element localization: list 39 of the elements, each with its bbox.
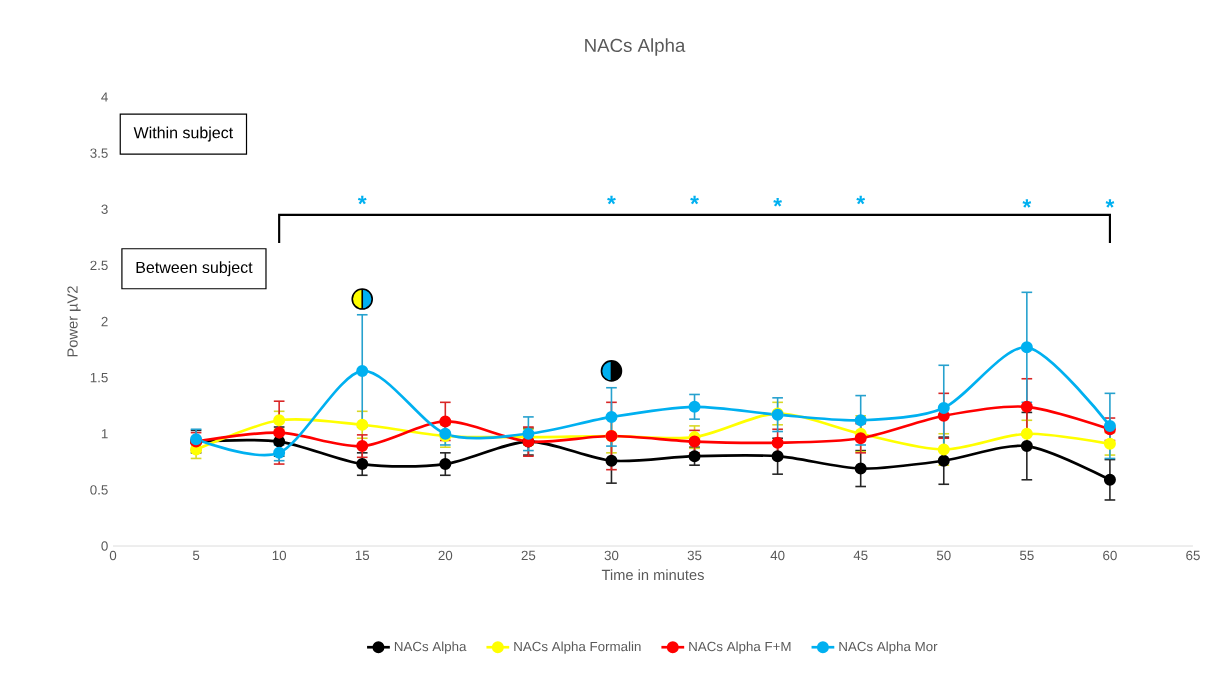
legend-label: NACs Alpha Mor [839,641,938,654]
annotation: * [856,195,866,205]
annotation: Between subject [136,261,253,277]
y-axis-title: Power µV2 [67,286,81,357]
y-tick-label: 2.5 [90,260,108,271]
y-tick-label: 1.5 [90,372,108,383]
annotation: * [607,195,616,205]
annotation: * [1105,199,1115,208]
x-tick-label: 5 [192,550,200,561]
x-tick-label: 65 [1186,550,1200,561]
y-tick-label: 2 [101,316,108,327]
y-tick-label: 4 [101,92,108,102]
y-tick-label: 0.5 [90,485,108,495]
y-tick-label: 0 [101,541,108,551]
chart-title: NACs Alpha [585,38,686,56]
x-tick-label: 55 [1019,550,1034,561]
y-tick-label: 3 [101,204,108,214]
x-tick-label: 25 [521,550,536,561]
annotation: * [357,195,367,205]
y-tick-label: 1 [101,429,108,439]
x-tick-label: 45 [853,550,868,561]
annotation: * [1022,199,1032,208]
x-tick-label: 30 [604,550,619,561]
legend-label: NACs Alpha F+M [689,641,791,654]
x-tick-label: 60 [1103,550,1117,561]
x-axis-title: Time in minutes [601,569,704,581]
annotation: * [690,195,699,205]
annotation: * [773,198,783,207]
legend-label: NACs Alpha Formalin [514,641,641,654]
y-tick-label: 3.5 [90,148,108,158]
x-tick-label: 10 [272,550,287,561]
x-tick-label: 40 [770,550,785,561]
x-tick-label: 50 [936,550,951,561]
x-tick-label: 0 [109,550,117,561]
annotation: Within subject [133,126,234,142]
x-tick-label: 20 [438,550,453,561]
legend-label: NACs Alpha [394,641,467,654]
x-tick-label: 35 [687,550,702,561]
x-tick-label: 15 [355,550,370,561]
